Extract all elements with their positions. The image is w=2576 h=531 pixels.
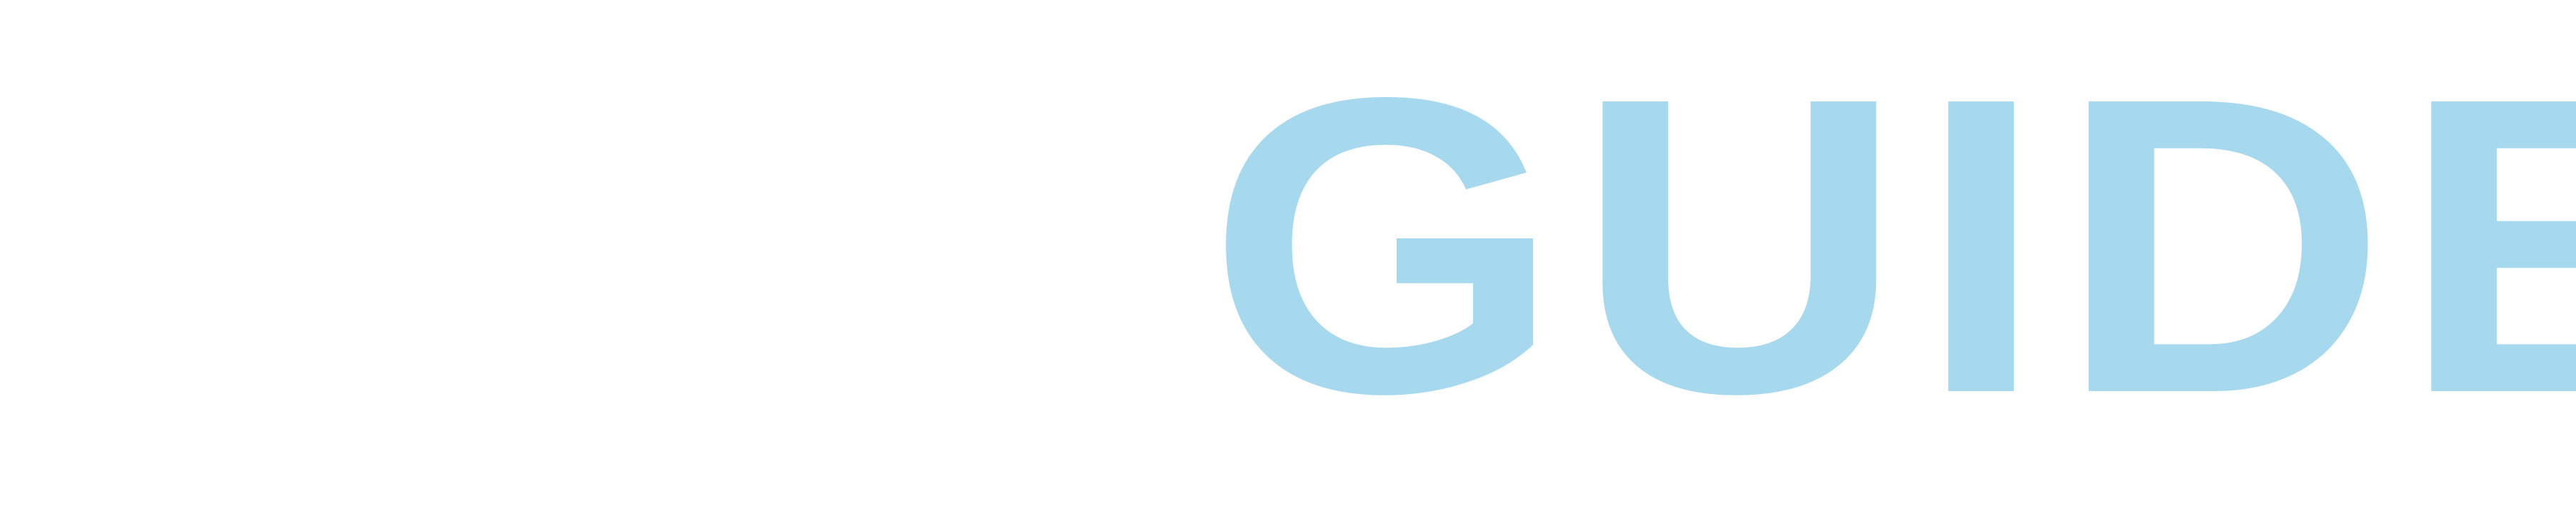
guide-logo-text: GUIDE: [1207, 71, 2576, 421]
hidden-left-space: [64, 69, 1179, 411]
